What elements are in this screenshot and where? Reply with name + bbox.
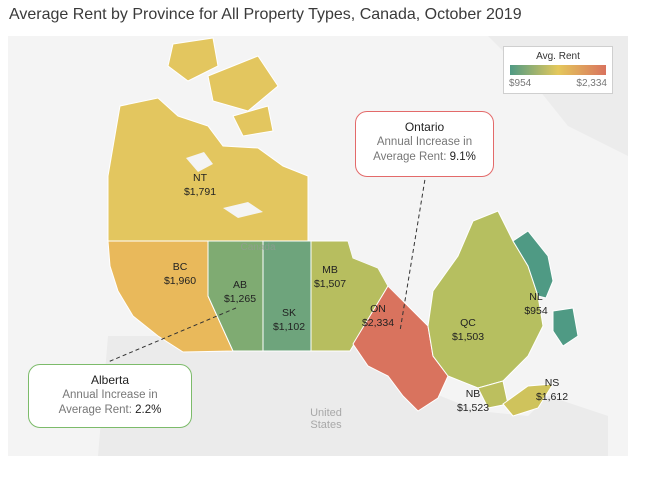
value-nl: $954	[524, 305, 548, 317]
region-nl	[512, 230, 579, 347]
ontario-callout: Ontario Annual Increase in Average Rent:…	[355, 111, 494, 177]
region-ab	[207, 240, 264, 352]
great-bear-lake	[186, 152, 213, 172]
value-qc: $1,503	[452, 331, 484, 343]
value-mb: $1,507	[314, 278, 346, 290]
great-slave-lake	[223, 202, 263, 218]
alberta-callout-title: Alberta	[90, 373, 130, 387]
legend-max-label: $2,334	[576, 78, 607, 89]
region-ns	[502, 383, 554, 417]
value-ab: $1,265	[224, 293, 256, 305]
country-label-us-line1: United	[310, 407, 342, 419]
alberta-callout: Alberta Annual Increase in Average Rent:…	[28, 364, 192, 428]
ontario-callout-title: Ontario	[404, 120, 445, 134]
value-nb: $1,523	[457, 402, 489, 414]
value-bc: $1,960	[164, 275, 196, 287]
alberta-callout-line1: Annual Increase in	[62, 389, 158, 401]
label-qc: QC	[460, 317, 476, 329]
label-bc: BC	[173, 261, 188, 273]
legend-gradient	[510, 65, 606, 75]
ontario-callout-line1: Annual Increase in	[376, 136, 473, 148]
value-on: $2,334	[362, 317, 394, 329]
legend-box: Avg. Rent $954 $2,334	[503, 46, 613, 94]
label-ab: AB	[233, 279, 247, 291]
label-sk: SK	[282, 307, 296, 319]
country-label-us-line2: States	[310, 419, 342, 431]
label-ns: NS	[545, 377, 560, 389]
ontario-leader-line	[399, 172, 427, 332]
value-sk: $1,102	[273, 321, 305, 333]
region-sk	[262, 240, 312, 352]
country-label-canada: Canada	[240, 242, 275, 253]
alberta-leader-line	[107, 307, 237, 363]
region-nt-islands	[167, 37, 279, 137]
hudson-bay	[348, 196, 433, 301]
value-nt: $1,791	[184, 186, 216, 198]
label-nl: NL	[529, 291, 543, 303]
label-mb: MB	[322, 264, 338, 276]
us-landmass	[98, 336, 608, 456]
ontario-callout-line2: Average Rent: 9.1%	[373, 151, 476, 163]
label-on: ON	[370, 303, 386, 315]
legend-title: Avg. Rent	[536, 51, 580, 62]
legend-min-label: $954	[509, 78, 532, 89]
alberta-callout-line2: Average Rent: 2.2%	[58, 404, 162, 416]
value-ns: $1,612	[536, 391, 568, 403]
label-nt: NT	[193, 172, 208, 184]
map-title: Average Rent by Province for All Propert…	[9, 6, 522, 23]
label-nb: NB	[466, 388, 481, 400]
